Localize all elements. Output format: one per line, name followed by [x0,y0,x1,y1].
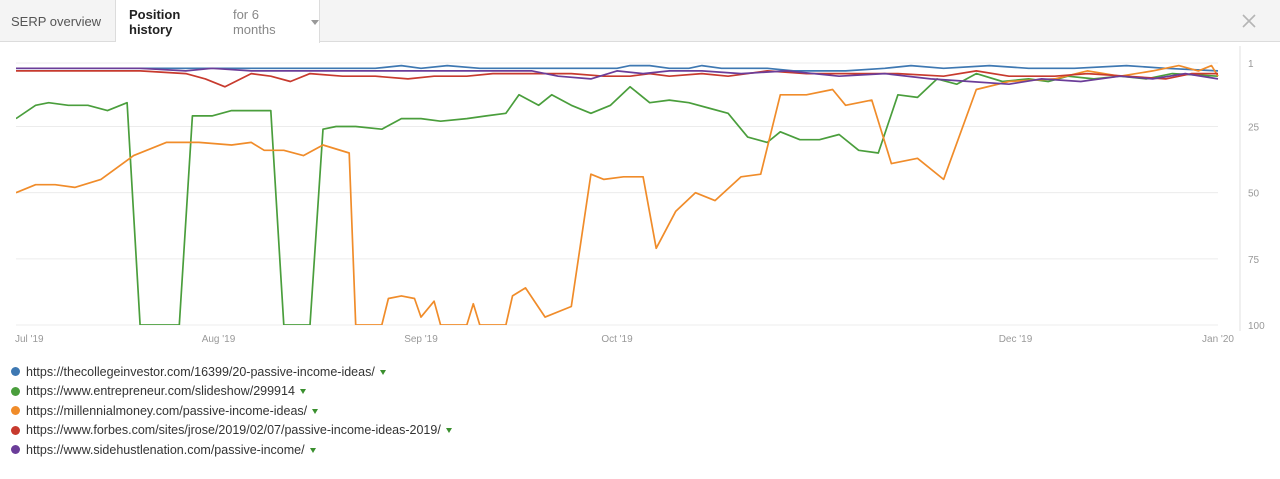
y-tick-label: 1 [1248,59,1254,70]
x-tick-label: Dec '19 [999,334,1033,345]
chart-y-axis: 1 25 50 75 100 [1248,59,1265,332]
chevron-down-icon[interactable] [445,428,452,434]
tab-position-history-label: Position history [129,6,181,37]
chart-x-axis: Jul '19 Aug '19 Sep '19 Oct '19 Dec '19 Jan '… [15,334,1234,345]
chevron-down-icon[interactable] [309,447,316,453]
close-icon [1242,14,1256,28]
series-line-4[interactable] [16,70,1218,88]
chart-series [16,64,1219,325]
chevron-down-icon[interactable] [379,369,386,375]
legend-dot [11,406,20,416]
x-tick-label: Jan '20 [1202,334,1234,345]
chevron-down-icon[interactable] [311,20,319,25]
x-tick-label: Sep '19 [404,334,438,345]
chevron-down-icon[interactable] [312,408,319,414]
tab-serp-overview-label: SERP overview [11,13,102,29]
legend-item[interactable]: https://millennialmoney.com/passive-inco… [11,401,452,421]
legend-dot [11,367,20,377]
series-line-1[interactable] [16,64,1219,72]
chevron-down-icon[interactable] [299,389,306,395]
position-history-chart: 1 25 50 75 100 Jul '19 Aug '19 Sep '19 Oct '19 D… [0,42,1280,352]
legend-label[interactable]: https://www.forbes.com/sites/jrose/2019/… [26,423,441,438]
legend-item[interactable]: https://thecollegeinvestor.com/16399/20-… [11,362,452,382]
y-tick-label: 25 [1248,123,1260,134]
legend-dot [11,425,20,435]
period-selector[interactable]: for 6 months [232,6,276,37]
legend-item[interactable]: https://www.sidehustlenation.com/passive… [11,440,452,460]
legend-dot [11,445,20,455]
close-button[interactable] [1240,12,1258,30]
legend-label[interactable]: https://www.sidehustlenation.com/passive… [26,442,305,457]
tab-position-history[interactable]: Position history for 6 months [116,0,320,43]
legend-item[interactable]: https://www.entrepreneur.com/slideshow/2… [11,382,452,402]
x-tick-label: Aug '19 [202,334,236,345]
chart-grid [16,46,1241,331]
y-tick-label: 100 [1248,321,1265,332]
x-tick-label: Jul '19 [15,334,44,345]
series-line-3[interactable] [16,64,1219,325]
chart-svg: 1 25 50 75 100 Jul '19 Aug '19 Sep '19 Oct '19 D… [15,46,1265,345]
series-line-2[interactable] [16,72,1219,325]
legend-label[interactable]: https://millennialmoney.com/passive-inco… [26,403,308,418]
tab-serp-overview[interactable]: SERP overview [0,0,116,42]
y-tick-label: 50 [1248,189,1260,200]
series-line-5[interactable] [16,67,1219,86]
y-tick-label: 75 [1248,255,1260,266]
tab-bar: SERP overview Position history for 6 mon… [0,0,1280,43]
legend-item[interactable]: https://www.forbes.com/sites/jrose/2019/… [11,421,452,441]
x-tick-label: Oct '19 [601,334,633,345]
chart-legend: https://thecollegeinvestor.com/16399/20-… [11,362,452,460]
legend-dot [11,386,20,396]
legend-label[interactable]: https://www.entrepreneur.com/slideshow/2… [26,384,295,399]
legend-label[interactable]: https://thecollegeinvestor.com/16399/20-… [26,364,375,379]
